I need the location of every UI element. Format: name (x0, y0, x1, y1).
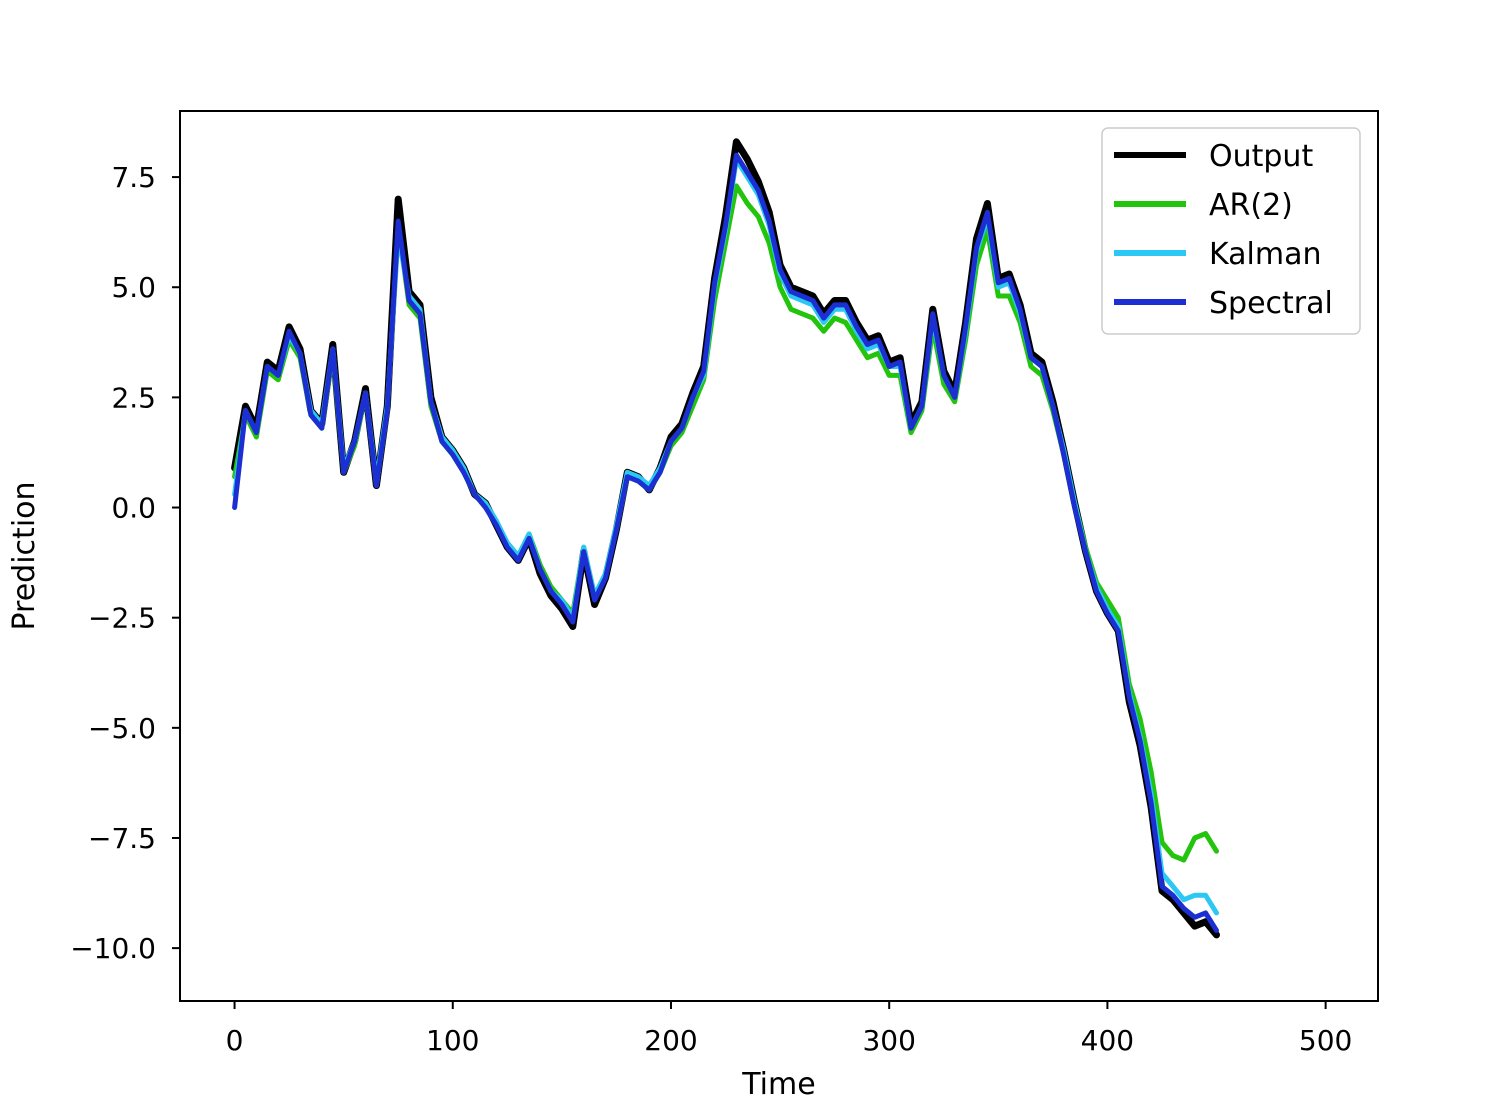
y-tick-label: 5.0 (111, 271, 156, 304)
x-tick-label: 100 (426, 1024, 479, 1057)
legend-label: Output (1209, 139, 1313, 174)
y-tick-label: −7.5 (88, 822, 156, 855)
y-axis-label: Prediction (7, 481, 42, 630)
x-tick-label: 0 (226, 1024, 244, 1057)
x-ticks: 0 100 200 300 400 500 (226, 1001, 1352, 1057)
legend-box (1101, 127, 1361, 335)
y-tick-label: −2.5 (88, 602, 156, 635)
series-line-4 (232, 152, 1219, 933)
x-axis-label: Time (741, 1067, 815, 1102)
x-tick-label: 300 (862, 1024, 915, 1057)
plot-frame (179, 110, 1379, 1002)
y-tick-label: 0.0 (111, 492, 156, 525)
legend-label: AR(2) (1209, 188, 1293, 223)
x-tick-label: 500 (1299, 1024, 1352, 1057)
series-layer (231, 138, 1220, 939)
y-tick-label: 7.5 (111, 161, 156, 194)
legend: Output AR(2) Kalman Spectral (1101, 127, 1361, 335)
x-tick-label: 400 (1081, 1024, 1134, 1057)
y-ticks: 7.5 5.0 2.5 0.0 −2.5 −5.0 −7.5 −10.0 (70, 161, 180, 965)
y-tick-label: 2.5 (111, 381, 156, 414)
series-line-1 (231, 138, 1220, 939)
y-tick-label: −10.0 (70, 932, 156, 965)
legend-label: Spectral (1209, 286, 1333, 321)
y-tick-label: −5.0 (88, 712, 156, 745)
x-tick-label: 200 (644, 1024, 697, 1057)
series-line-3 (232, 157, 1219, 916)
series-line-2 (232, 183, 1219, 863)
legend-label: Kalman (1209, 237, 1322, 272)
